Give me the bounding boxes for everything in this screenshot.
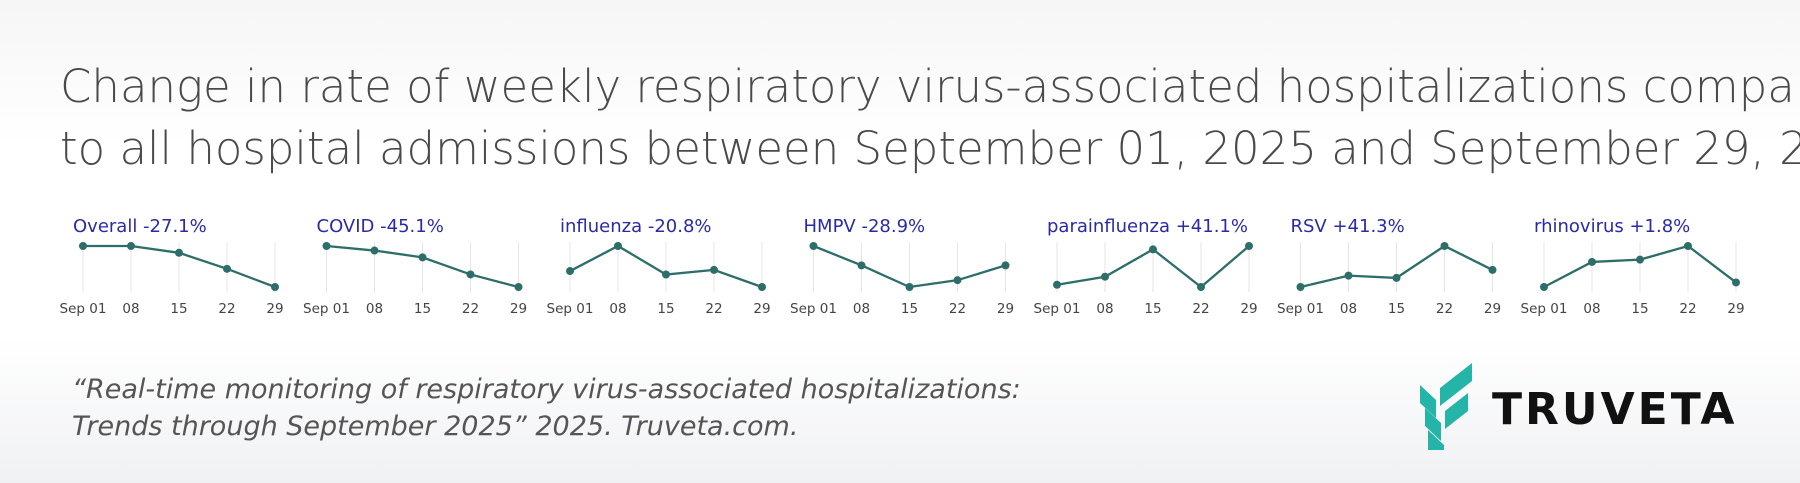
point: [1053, 280, 1061, 289]
point: [1197, 283, 1205, 291]
x-tick-label: 29: [1727, 301, 1744, 317]
panel-title: HMPV -28.9%: [804, 216, 926, 237]
x-tick-label: 29: [1484, 301, 1501, 317]
x-tick-label: 29: [997, 301, 1014, 317]
x-tick-label: 15: [170, 301, 187, 317]
point: [1732, 278, 1740, 287]
x-tick-label: 15: [1144, 301, 1161, 317]
point: [662, 270, 670, 279]
x-tick-label: 29: [510, 301, 527, 317]
panel-title: RSV +41.3%: [1291, 216, 1405, 237]
x-tick-label: 08: [1096, 301, 1113, 317]
x-tick-label: Sep 01: [60, 301, 107, 317]
x-tick-label: Sep 01: [303, 301, 350, 317]
point: [1101, 272, 1109, 281]
point: [1392, 273, 1401, 282]
x-tick-label: Sep 01: [790, 301, 837, 317]
x-tick-label: 22: [462, 301, 479, 317]
point: [1440, 242, 1449, 250]
x-tick-label: 08: [366, 301, 383, 317]
citation-line: “Real-time monitoring of respiratory vir…: [72, 374, 1021, 405]
point: [223, 264, 231, 273]
point: [1001, 261, 1010, 270]
citation-line: Trends through September 2025” 2025. Tru…: [72, 411, 798, 442]
x-tick-label: 15: [1631, 301, 1648, 317]
point: [809, 242, 818, 250]
panel-title: rhinovirus +1.8%: [1534, 216, 1690, 237]
point: [1245, 242, 1253, 250]
panel-title: influenza -20.8%: [560, 216, 712, 237]
point: [566, 267, 574, 276]
x-tick-label: 22: [949, 301, 966, 317]
point: [1344, 271, 1353, 280]
logo-text: TRUVETA: [1492, 384, 1737, 435]
point: [127, 242, 135, 250]
panel-title: Overall -27.1%: [73, 216, 207, 237]
x-tick-label: 08: [853, 301, 870, 317]
point: [79, 242, 87, 250]
point: [175, 248, 183, 257]
point: [1296, 283, 1305, 291]
x-tick-label: 15: [901, 301, 918, 317]
point: [1488, 265, 1497, 274]
point: [418, 253, 427, 262]
x-tick-label: 29: [266, 301, 283, 317]
x-tick-label: 08: [1340, 301, 1357, 317]
x-tick-label: Sep 01: [1277, 301, 1324, 317]
x-tick-label: 22: [1436, 301, 1453, 317]
x-tick-label: Sep 01: [1521, 301, 1568, 317]
x-tick-label: 15: [1388, 301, 1405, 317]
point: [514, 283, 523, 291]
title-line: to all hospital admissions between Septe…: [60, 122, 1800, 175]
point: [1636, 255, 1644, 264]
point: [466, 270, 475, 279]
point: [905, 283, 914, 291]
x-tick-label: 08: [1583, 301, 1600, 317]
point: [614, 242, 622, 250]
x-tick-label: 08: [122, 301, 139, 317]
x-tick-label: 22: [218, 301, 235, 317]
x-tick-label: 22: [1679, 301, 1696, 317]
point: [1540, 283, 1548, 291]
point: [710, 265, 718, 274]
x-tick-label: 08: [609, 301, 626, 317]
point: [1588, 257, 1596, 266]
x-tick-label: 15: [414, 301, 431, 317]
x-tick-label: 22: [705, 301, 722, 317]
x-tick-label: Sep 01: [1034, 301, 1081, 317]
point: [370, 246, 379, 255]
x-tick-label: 29: [753, 301, 770, 317]
x-tick-label: 29: [1240, 301, 1257, 317]
point: [1149, 245, 1157, 254]
title-line: Change in rate of weekly respiratory vir…: [60, 60, 1800, 113]
point: [322, 242, 331, 250]
logo-mark: [1420, 363, 1472, 450]
point: [758, 283, 766, 291]
point: [1684, 242, 1692, 250]
x-tick-label: Sep 01: [547, 301, 594, 317]
panel-title: COVID -45.1%: [317, 216, 444, 237]
panel-title: parainfluenza +41.1%: [1047, 216, 1248, 237]
point: [857, 261, 866, 270]
point: [271, 283, 279, 291]
point: [953, 276, 962, 285]
x-tick-label: 15: [657, 301, 674, 317]
x-tick-label: 22: [1192, 301, 1209, 317]
